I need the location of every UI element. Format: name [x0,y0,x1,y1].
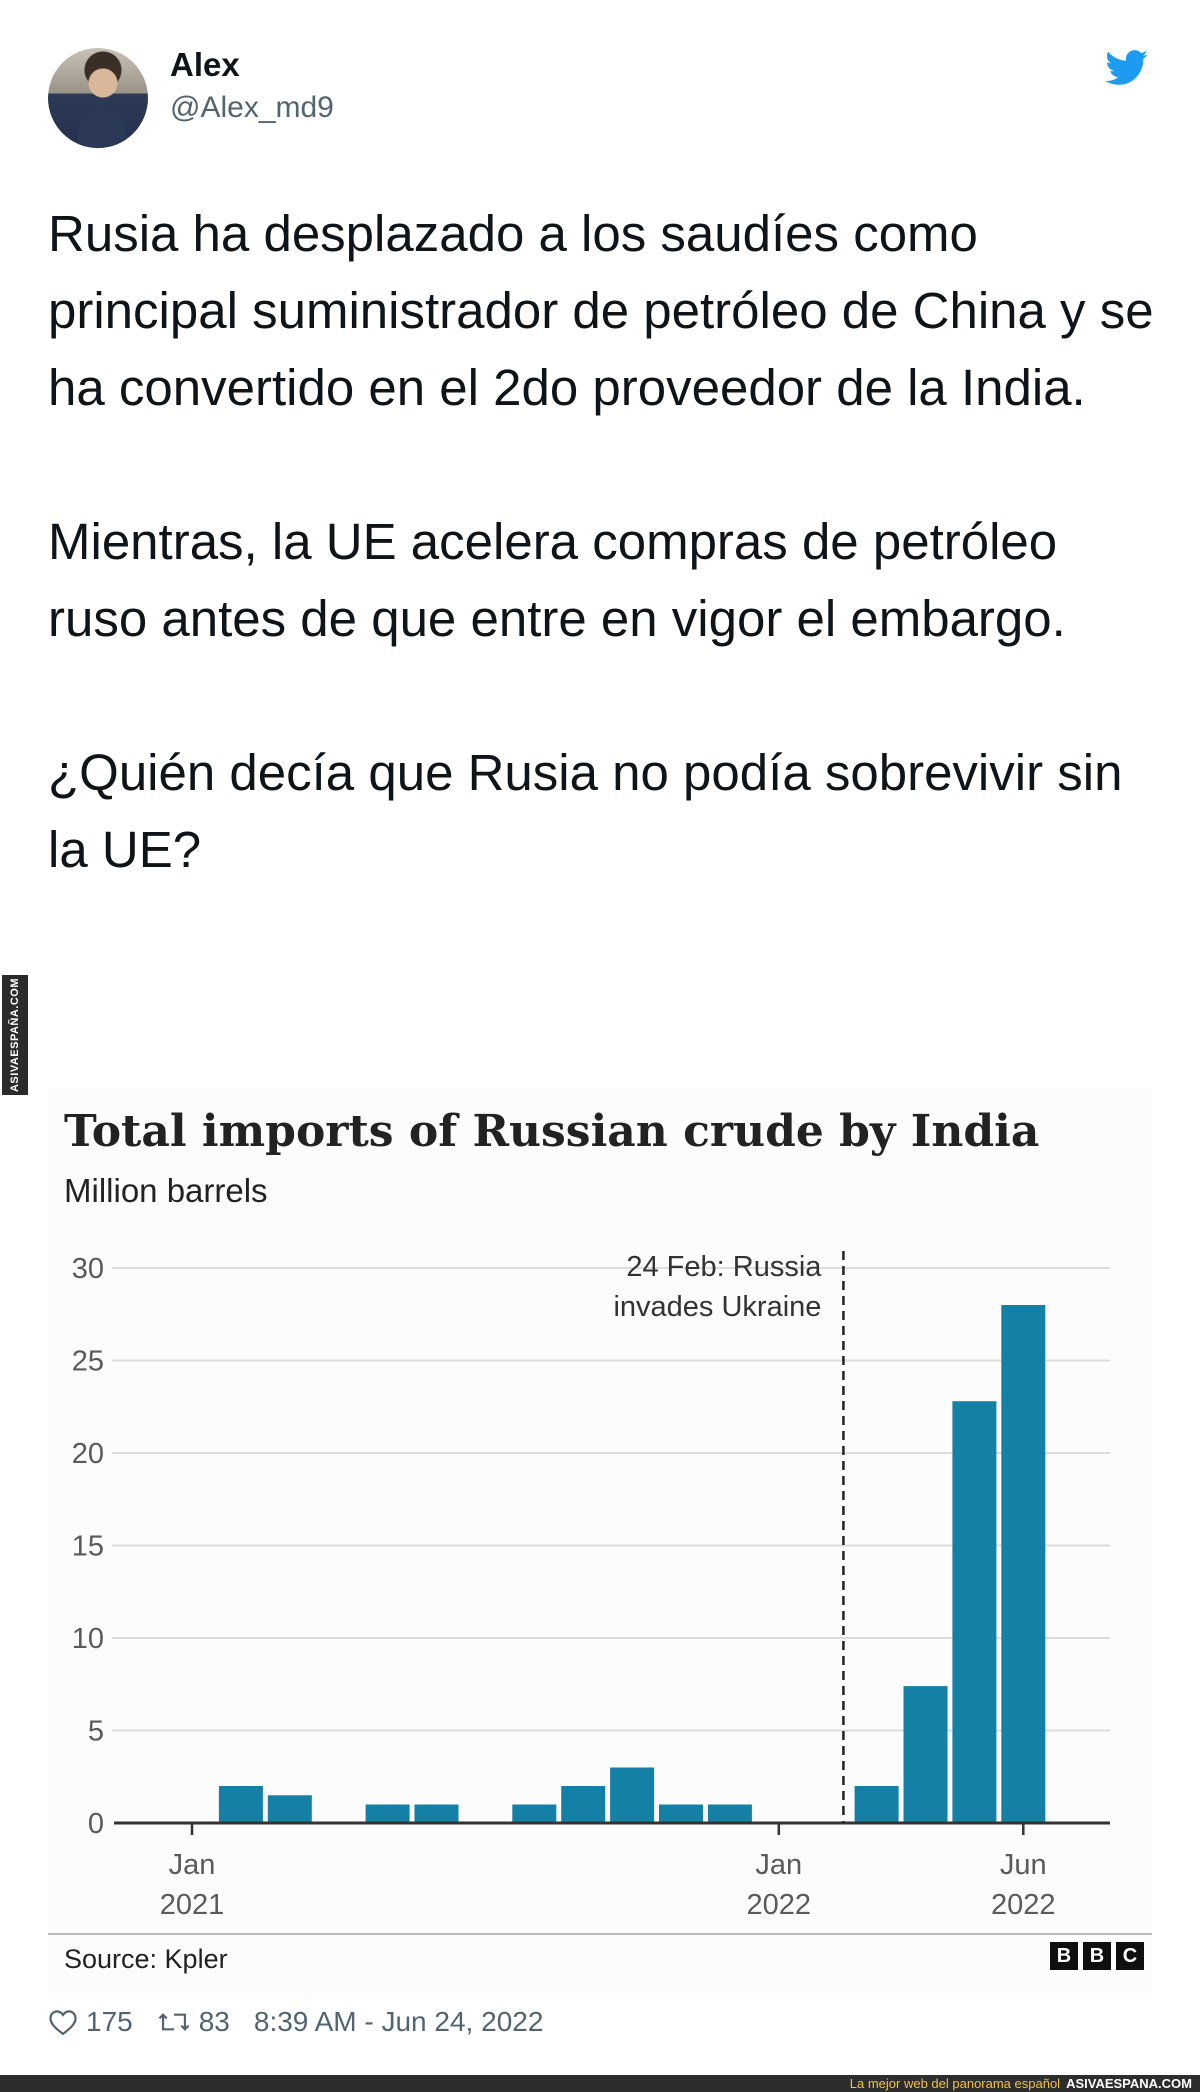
y-tick-label: 20 [72,1438,104,1470]
annotation-label: 24 Feb: Russia [626,1251,822,1283]
chart-footer-rule [48,1933,1152,1935]
bar [903,1686,948,1823]
bar [414,1804,459,1823]
author-name[interactable]: Alex [170,46,240,83]
bar [610,1767,655,1823]
side-watermark: ASIVAESPAÑA.COM [2,975,28,1095]
twitter-bird-icon[interactable] [1105,50,1149,86]
chart-subtitle: Million barrels [64,1172,268,1209]
bbc-logo: B B C [1050,1942,1144,1970]
bar-chart: 0 5 10 15 20 25 30 24 Feb: Russia invades Ukrain… [72,1251,1110,1921]
retweet-count: 83 [198,2006,230,2037]
bbc-logo-letter: B [1050,1942,1078,1970]
bar [365,1804,410,1823]
chart-source: Source: Kpler [64,1944,228,1974]
footer-watermark: La mejor web del panorama español ASIVAE… [0,2075,1200,2092]
y-tick-label: 30 [72,1253,104,1285]
tweet-paragraph: Mientras, la UE acelera compras de petró… [48,513,1066,647]
y-tick-label: 10 [72,1623,104,1655]
x-tick-label: Jan [755,1849,802,1881]
chart-image[interactable]: 0 5 10 15 20 25 30 24 Feb: Russia invades Ukrain… [48,1088,1152,1998]
bar [707,1804,752,1823]
author-handle[interactable]: @Alex_md9 [170,91,334,124]
bar [561,1786,606,1823]
y-tick-label: 5 [88,1716,104,1748]
bar [952,1401,997,1823]
chart-title: Total imports of Russian crude by India [64,1106,1040,1157]
tweet-meta: 175 83 8:39 AM - Jun 24, 2022 [48,2004,543,2040]
x-tick-label: Jan [169,1849,216,1881]
tweet-timestamp[interactable]: 8:39 AM - Jun 24, 2022 [253,2006,544,2037]
x-tick-label: 2021 [160,1889,225,1921]
bar [659,1804,703,1823]
like-button[interactable]: 175 [48,2006,133,2038]
x-tick-label: Jun [1000,1849,1047,1881]
annotation-label: invades Ukraine [613,1291,821,1323]
retweet-icon [158,2013,190,2031]
bbc-logo-letter: C [1116,1942,1144,1970]
bar [218,1786,263,1823]
heart-icon [49,2010,77,2036]
x-tick-label: 2022 [991,1889,1056,1921]
tweet-paragraph: Rusia ha desplazado a los saudíes como p… [48,205,1154,416]
tweet-paragraph: ¿Quién decía que Rusia no podía sobreviv… [48,744,1123,878]
bar [267,1795,312,1823]
like-count: 175 [86,2006,133,2037]
side-watermark-text: ASIVAESPAÑA.COM [9,977,21,1093]
bar [1001,1305,1046,1823]
y-tick-label: 0 [88,1808,104,1840]
retweet-button[interactable]: 83 [157,2006,230,2038]
bar [512,1804,557,1823]
bar [854,1786,899,1823]
bbc-logo-letter: B [1083,1942,1111,1970]
x-tick-label: 2022 [747,1889,812,1921]
tweet-text: Rusia ha desplazado a los saudíes como p… [48,195,1158,888]
author-avatar[interactable] [48,48,148,148]
y-tick-label: 15 [72,1531,104,1563]
y-tick-label: 25 [72,1346,104,1378]
footer-site[interactable]: ASIVAESPANA.COM [1066,2076,1192,2091]
footer-tagline: La mejor web del panorama español [849,2076,1061,2091]
